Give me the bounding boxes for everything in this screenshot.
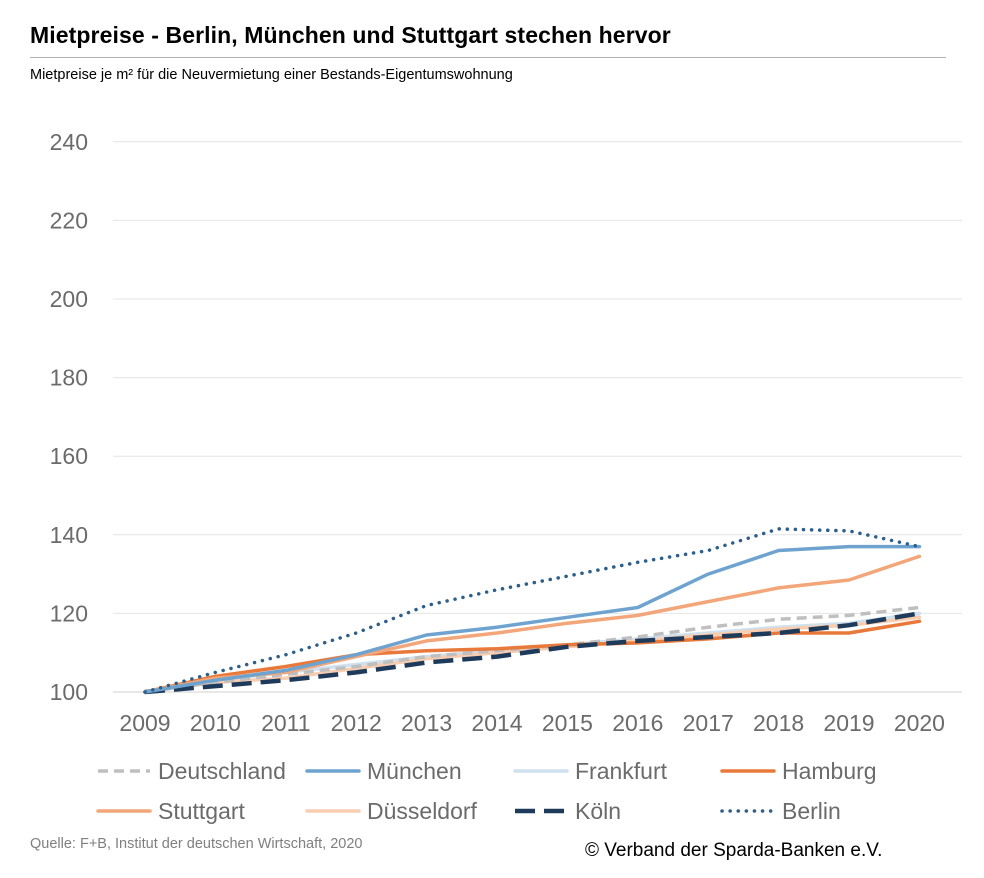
x-tick-label: 2010 [190, 710, 241, 736]
legend-item-münchen: München [305, 758, 462, 784]
gridlines [113, 141, 962, 693]
series-line-berlin [143, 527, 922, 694]
series-line-köln [144, 611, 920, 695]
y-tick-label: 120 [50, 600, 88, 626]
x-tick-label: 2014 [471, 710, 522, 736]
legend-item-deutschland: Deutschland [98, 758, 286, 784]
x-tick-label: 2013 [401, 710, 452, 736]
x-tick-label: 2015 [542, 710, 593, 736]
x-tick-label: 2009 [119, 710, 170, 736]
x-tick-label: 2016 [612, 710, 663, 736]
legend-item-frankfurt: Frankfurt [513, 758, 668, 784]
y-tick-label: 240 [50, 129, 88, 155]
y-tick-label: 140 [50, 522, 88, 548]
legend-item-düsseldorf: Düsseldorf [305, 798, 478, 824]
legend-item-köln: Köln [515, 798, 621, 824]
y-tick-label: 160 [50, 443, 88, 469]
legend-label: Frankfurt [575, 758, 668, 784]
x-axis-ticks: 2009 2010 2011 2012 2013 2014 2015 2016 2017 2018… [119, 710, 945, 736]
legend-label: Berlin [782, 798, 841, 824]
y-tick-label: 180 [50, 365, 88, 391]
y-tick-label: 100 [50, 679, 88, 705]
legend-label: Düsseldorf [367, 798, 478, 824]
copyright-note: © Verband der Sparda-Banken e.V. [585, 840, 883, 861]
x-tick-label: 2011 [261, 710, 310, 736]
x-tick-label: 2020 [894, 710, 945, 736]
legend-item-berlin: Berlin [720, 798, 841, 824]
series-line-münchen [143, 544, 922, 694]
x-tick-label: 2018 [753, 710, 804, 736]
x-tick-label: 2012 [331, 710, 382, 736]
legend-label: Köln [575, 798, 621, 824]
chart-subtitle: Mietpreise je m² für die Neuvermietung e… [30, 67, 513, 83]
legend-label: Deutschland [158, 758, 286, 784]
title-divider [30, 57, 946, 58]
source-note: Quelle: F+B, Institut der deutschen Wirt… [30, 836, 363, 852]
legend-label: Hamburg [782, 758, 877, 784]
chart-title: Mietpreise - Berlin, München und Stuttga… [30, 22, 671, 48]
y-tick-label: 200 [50, 286, 88, 312]
x-tick-label: 2019 [823, 710, 874, 736]
y-axis-ticks: 100 120 140 160 180 200 220 240 [50, 129, 88, 705]
legend-item-stuttgart: Stuttgart [96, 798, 246, 824]
legend-item-hamburg: Hamburg [720, 758, 877, 784]
y-tick-label: 220 [50, 207, 88, 233]
legend-label: München [367, 758, 462, 784]
x-tick-label: 2017 [683, 710, 734, 736]
series-lines [143, 527, 922, 695]
legend: Deutschland München Frankfurt Hamburg Stuttg… [96, 758, 877, 824]
legend-label: Stuttgart [158, 798, 246, 824]
